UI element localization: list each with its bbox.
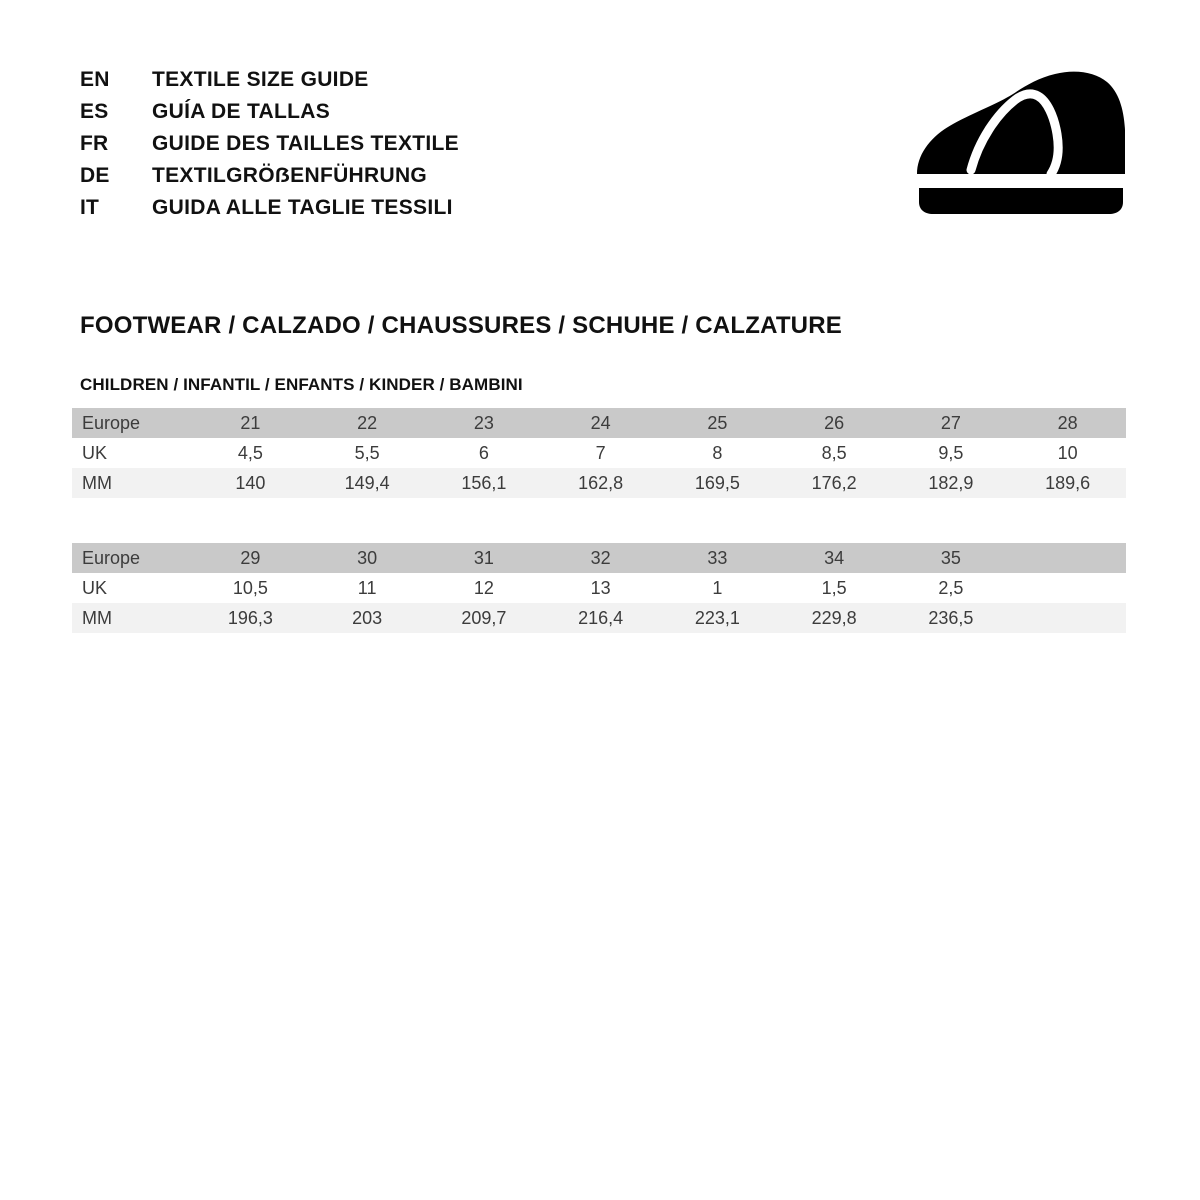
language-row-es: ES GUÍA DE TALLAS xyxy=(80,100,459,132)
table-cell: 12 xyxy=(425,573,543,603)
row-label-mm: MM xyxy=(72,468,192,498)
table-cell: 26 xyxy=(775,408,893,438)
table-cell: 189,6 xyxy=(1009,468,1126,498)
table-row: MM 196,3 203 209,7 216,4 223,1 229,8 236… xyxy=(72,603,1126,633)
language-code-de: DE xyxy=(80,164,110,187)
table-cell: 21 xyxy=(192,408,309,438)
language-code-es: ES xyxy=(80,100,109,123)
language-title-fr: GUIDE DES TAILLES TEXTILE xyxy=(152,132,459,155)
language-code-it: IT xyxy=(80,196,100,219)
row-label-europe: Europe xyxy=(72,543,192,573)
table-cell: 6 xyxy=(425,438,543,468)
table-cell-empty xyxy=(1009,543,1126,573)
section-title-footwear: FOOTWEAR / CALZADO / CHAUSSURES / SCHUHE… xyxy=(80,312,842,339)
table-row: UK 10,5 11 12 13 1 1,5 2,5 xyxy=(72,573,1126,603)
language-code-en: EN xyxy=(80,68,110,91)
language-title-es: GUÍA DE TALLAS xyxy=(152,100,331,123)
language-title-en: TEXTILE SIZE GUIDE xyxy=(152,68,369,91)
table-cell: 8,5 xyxy=(775,438,893,468)
language-title-list: EN TEXTILE SIZE GUIDE ES GUÍA DE TALLAS … xyxy=(80,68,459,228)
table-cell: 28 xyxy=(1009,408,1126,438)
table-cell: 33 xyxy=(659,543,776,573)
table-cell: 7 xyxy=(542,438,659,468)
row-label-uk: UK xyxy=(72,573,192,603)
shoe-icon xyxy=(905,62,1140,222)
table-cell: 2,5 xyxy=(892,573,1010,603)
table-cell: 35 xyxy=(892,543,1010,573)
row-label-uk: UK xyxy=(72,438,192,468)
table-cell: 176,2 xyxy=(775,468,893,498)
table-cell: 156,1 xyxy=(425,468,543,498)
table-cell: 24 xyxy=(542,408,659,438)
table-cell: 182,9 xyxy=(892,468,1010,498)
language-row-de: DE TEXTILGRÖẞENFÜHRUNG xyxy=(80,164,459,196)
language-row-it: IT GUIDA ALLE TAGLIE TESSILI xyxy=(80,196,459,228)
table-row: MM 140 149,4 156,1 162,8 169,5 176,2 182… xyxy=(72,468,1126,498)
table-cell: 32 xyxy=(542,543,659,573)
table-row: Europe 29 30 31 32 33 34 35 xyxy=(72,543,1126,573)
table-row: UK 4,5 5,5 6 7 8 8,5 9,5 10 xyxy=(72,438,1126,468)
table-row: Europe 21 22 23 24 25 26 27 28 xyxy=(72,408,1126,438)
table-cell-empty xyxy=(1009,603,1126,633)
row-label-europe: Europe xyxy=(72,408,192,438)
table-cell: 23 xyxy=(425,408,543,438)
table-cell: 31 xyxy=(425,543,543,573)
table-cell: 149,4 xyxy=(308,468,426,498)
table-cell: 11 xyxy=(308,573,426,603)
language-title-de: TEXTILGRÖẞENFÜHRUNG xyxy=(152,164,428,187)
table-cell: 5,5 xyxy=(308,438,426,468)
table-cell: 236,5 xyxy=(892,603,1010,633)
size-table-children-2: Europe 29 30 31 32 33 34 35 UK 10,5 11 1… xyxy=(72,543,1126,633)
table-cell: 1,5 xyxy=(775,573,893,603)
table-cell: 29 xyxy=(192,543,309,573)
table-cell-empty xyxy=(1009,573,1126,603)
table-cell: 203 xyxy=(308,603,426,633)
language-row-en: EN TEXTILE SIZE GUIDE xyxy=(80,68,459,100)
table-cell: 13 xyxy=(542,573,659,603)
header: EN TEXTILE SIZE GUIDE ES GUÍA DE TALLAS … xyxy=(0,0,1200,260)
table-cell: 8 xyxy=(659,438,776,468)
table-cell: 216,4 xyxy=(542,603,659,633)
table-cell: 25 xyxy=(659,408,776,438)
table-cell: 209,7 xyxy=(425,603,543,633)
table-cell: 223,1 xyxy=(659,603,776,633)
table-cell: 162,8 xyxy=(542,468,659,498)
table-cell: 34 xyxy=(775,543,893,573)
table-cell: 27 xyxy=(892,408,1010,438)
table-cell: 10 xyxy=(1009,438,1126,468)
group-title-children: CHILDREN / INFANTIL / ENFANTS / KINDER /… xyxy=(80,375,523,394)
table-cell: 4,5 xyxy=(192,438,309,468)
table-cell: 10,5 xyxy=(192,573,309,603)
table-cell: 229,8 xyxy=(775,603,893,633)
table-cell: 196,3 xyxy=(192,603,309,633)
size-table-children-1: Europe 21 22 23 24 25 26 27 28 UK 4,5 5,… xyxy=(72,408,1126,498)
table-cell: 140 xyxy=(192,468,309,498)
table-cell: 30 xyxy=(308,543,426,573)
table-cell: 9,5 xyxy=(892,438,1010,468)
table-cell: 169,5 xyxy=(659,468,776,498)
language-title-it: GUIDA ALLE TAGLIE TESSILI xyxy=(152,196,453,219)
table-cell: 1 xyxy=(659,573,776,603)
language-row-fr: FR GUIDE DES TAILLES TEXTILE xyxy=(80,132,459,164)
language-code-fr: FR xyxy=(80,132,109,155)
row-label-mm: MM xyxy=(72,603,192,633)
table-cell: 22 xyxy=(308,408,426,438)
